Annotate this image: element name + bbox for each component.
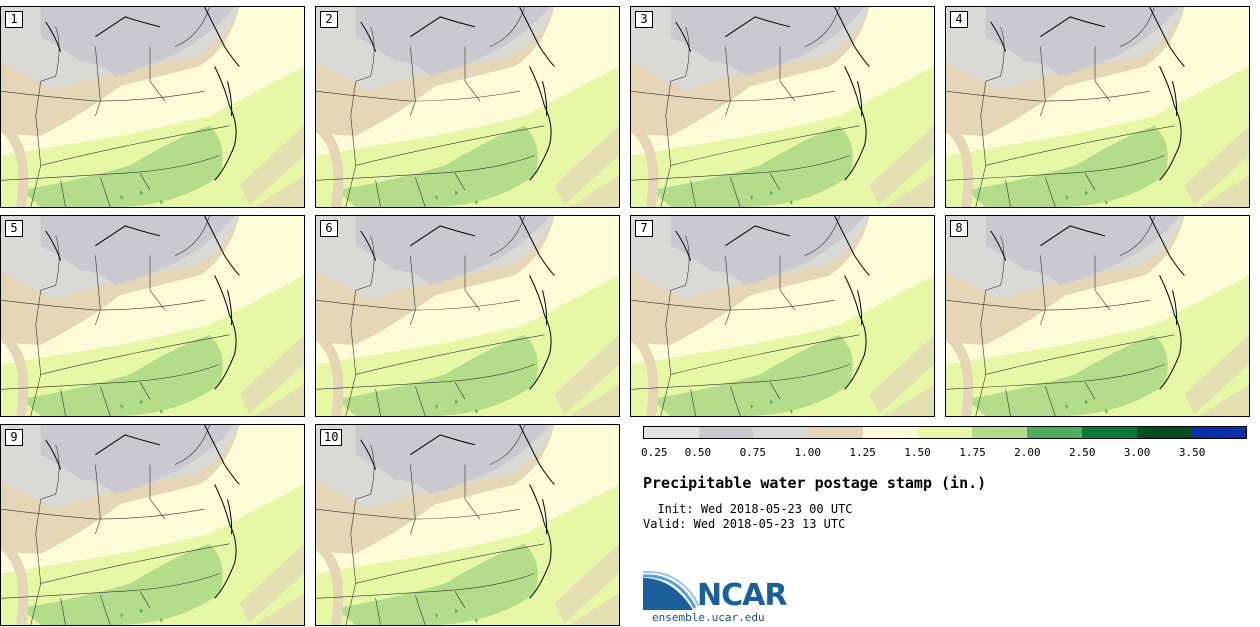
member-number-label: 7 [635,220,653,237]
init-label: Init: [657,502,694,516]
pwat-map [316,7,619,207]
colorbar-tick-label: 3.00 [1123,446,1151,459]
colorbar-tick-label: 0.50 [684,446,712,459]
colorbar [643,426,1247,439]
member-number-label: 5 [5,220,23,237]
figure-title: Precipitable water postage stamp (in.) [643,474,987,492]
pwat-map [1,425,304,625]
colorbar-segment [1136,427,1192,438]
member-number-label: 3 [635,11,653,28]
member-panel: 10 [315,424,620,626]
pwat-map [316,216,619,416]
colorbar-segment [698,427,754,438]
colorbar-tick-label: 0.75 [739,446,767,459]
website-label: ensemble.ucar.edu [652,611,765,624]
pwat-map [631,7,934,207]
member-panel: 5 [0,215,305,417]
colorbar-segment [917,427,973,438]
colorbar-segment [1027,427,1082,438]
colorbar-segment [1081,427,1137,438]
pwat-map [946,216,1249,416]
member-panel: 6 [315,215,620,417]
colorbar-ticks: 0.25 0.50 0.75 1.00 1.25 1.50 1.75 2.00 2.50 3.00… [641,446,1247,460]
member-number-label: 6 [320,220,338,237]
member-panel: 2 [315,6,620,208]
pwat-map [1,7,304,207]
member-number-label: 1 [5,11,23,28]
valid-value: Wed 2018-05-23 13 UTC [693,517,846,531]
colorbar-segment [862,427,918,438]
colorbar-tick-label: 1.75 [959,446,986,459]
member-number-label: 4 [950,11,968,28]
member-panel: 4 [945,6,1250,208]
pwat-map [1,216,304,416]
member-number-label: 8 [950,220,968,237]
init-value: Wed 2018-05-23 00 UTC [700,502,853,516]
valid-label: Valid: [643,517,687,531]
colorbar-segment [1191,427,1247,438]
valid-line: Valid: Wed 2018-05-23 13 UTC [643,517,845,531]
colorbar-segment [972,427,1028,438]
colorbar-tick-label: 3.50 [1178,446,1206,459]
colorbar-tick-label: 2.50 [1069,446,1096,459]
member-panel: 1 [0,6,305,208]
colorbar-tick-label: 1.00 [794,446,821,459]
colorbar-segment [753,427,809,438]
member-number-label: 2 [320,11,338,28]
colorbar-tick-label: 0.25 [641,446,668,459]
member-panel: 8 [945,215,1250,417]
member-panel: 9 [0,424,305,626]
member-number-label: 10 [320,429,343,446]
colorbar-tick-label: 1.50 [904,446,931,459]
colorbar-tick-label: 1.25 [849,446,876,459]
member-number-label: 9 [5,429,23,446]
colorbar-segment [808,427,863,438]
colorbar-tick-label: 2.00 [1014,446,1041,459]
ncar-logo-icon [643,570,700,610]
member-panel: 7 [630,215,935,417]
colorbar-segment [644,427,699,438]
member-panel: 3 [630,6,935,208]
pwat-map [316,425,619,625]
pwat-map [946,7,1249,207]
pwat-map [631,216,934,416]
init-line: Init: Wed 2018-05-23 00 UTC [643,502,853,516]
logo-text: NCAR [697,578,787,613]
